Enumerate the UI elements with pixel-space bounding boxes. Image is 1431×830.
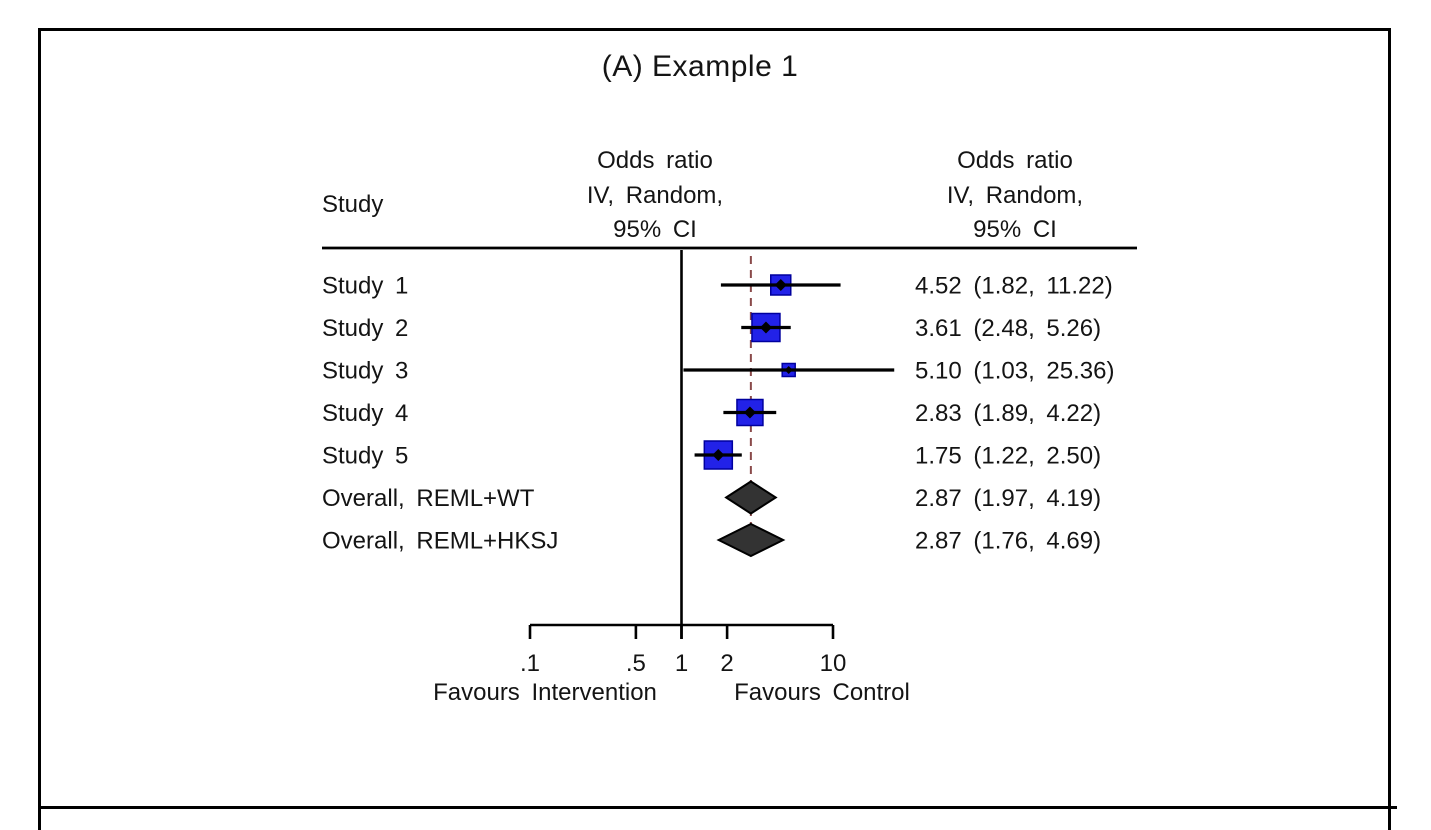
plot-column-header-line: 95% CI [613,216,697,243]
study-label: Study 1 [322,273,408,300]
estimate-value: 3.61 (2.48, 5.26) [915,315,1101,342]
overall-estimate-value: 2.87 (1.97, 4.19) [915,485,1101,512]
point-estimate-dot [743,406,756,419]
overall-label: Overall, REML+HKSJ [322,528,558,555]
point-estimate-dot [774,279,787,291]
x-axis-tick-label: .5 [626,650,646,677]
favours-control-label: Favours Control [734,679,910,706]
panel-divider-line [38,806,1397,809]
overall-diamond [716,522,786,558]
values-column-header-line: 95% CI [973,216,1057,243]
study-label: Study 4 [322,400,408,427]
study-column-header: Study [322,191,383,218]
estimate-value: 4.52 (1.82, 11.22) [915,273,1113,300]
overall-diamond [724,480,778,515]
plot-column-header-line: IV, Random, [587,182,723,209]
estimate-value: 5.10 (1.03, 25.36) [915,358,1114,385]
x-axis-tick-label: .1 [520,650,540,677]
study-label: Study 5 [322,443,408,470]
favours-intervention-label: Favours Intervention [433,679,657,706]
point-estimate-dot [712,449,725,461]
x-axis-tick-label: 2 [720,650,733,677]
x-axis-tick-label: 1 [675,650,688,677]
study-label: Study 2 [322,315,408,342]
estimate-value: 2.83 (1.89, 4.22) [915,400,1101,427]
point-estimate-dot [759,321,772,334]
study-label: Study 3 [322,358,408,385]
chart-title: (A) Example 1 [601,50,799,83]
plot-column-header-line: Odds ratio [597,147,713,174]
values-column-header-line: Odds ratio [957,147,1073,174]
overall-label: Overall, REML+WT [322,485,535,512]
x-axis-tick-label: 10 [820,650,847,677]
point-estimate-dot [784,366,793,374]
overall-estimate-value: 2.87 (1.76, 4.69) [915,528,1101,555]
panel-a-frame [38,28,1391,830]
estimate-value: 1.75 (1.22, 2.50) [915,443,1101,470]
values-column-header-line: IV, Random, [947,182,1083,209]
